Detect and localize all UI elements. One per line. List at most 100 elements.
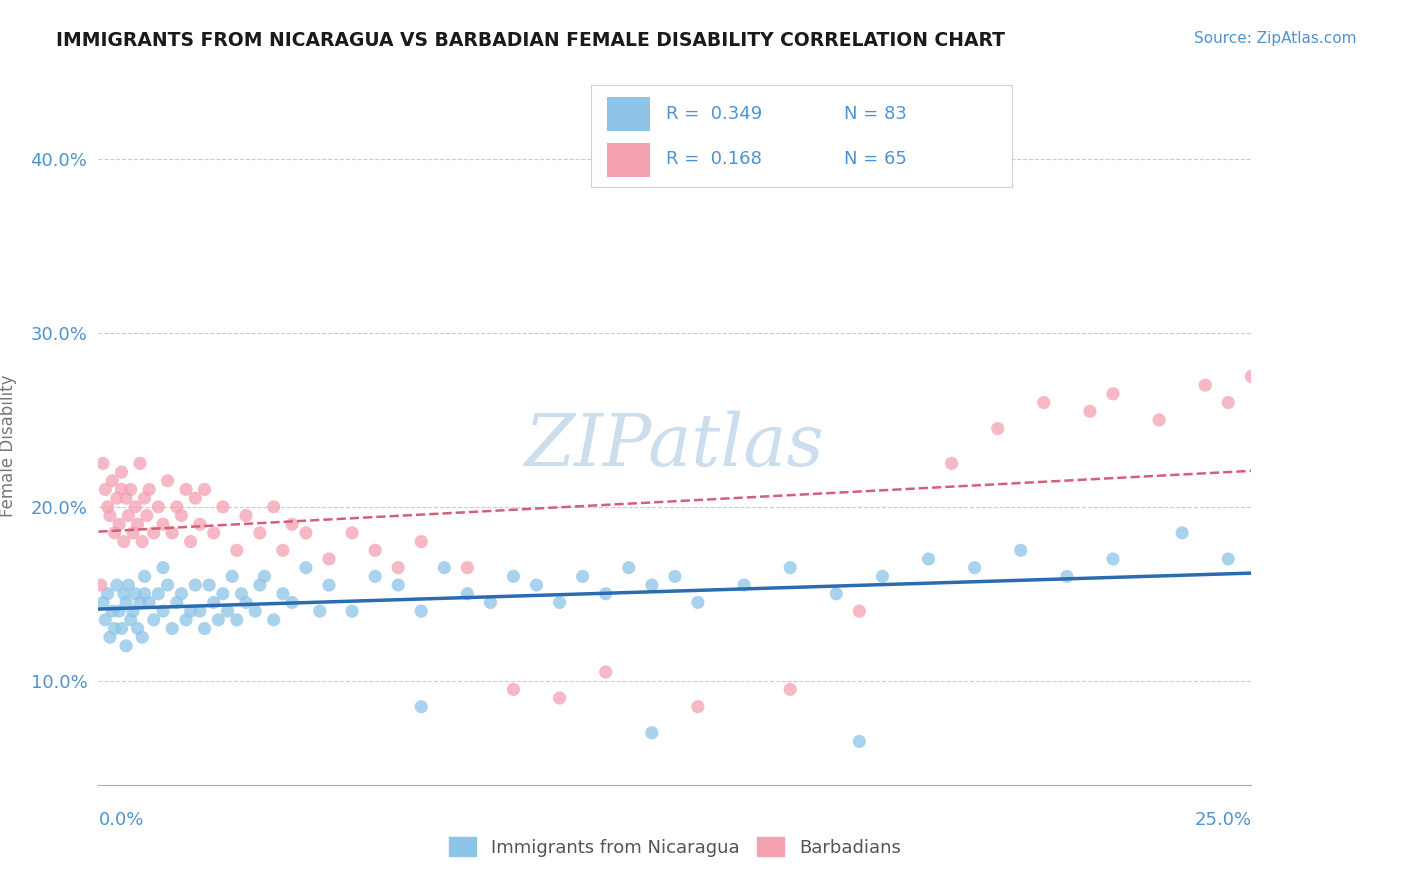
Point bbox=[98, 508, 121, 523]
Point bbox=[160, 525, 183, 540]
Point bbox=[848, 604, 870, 618]
Point bbox=[848, 734, 870, 748]
Point bbox=[142, 613, 165, 627]
Point bbox=[548, 691, 571, 706]
Point bbox=[148, 587, 170, 601]
FancyBboxPatch shape bbox=[607, 97, 650, 131]
Point bbox=[456, 587, 478, 601]
Text: N = 65: N = 65 bbox=[844, 150, 907, 168]
Point bbox=[112, 534, 135, 549]
Point bbox=[281, 595, 304, 609]
Point bbox=[364, 543, 387, 558]
Point bbox=[160, 622, 183, 636]
Text: IMMIGRANTS FROM NICARAGUA VS BARBADIAN FEMALE DISABILITY CORRELATION CHART: IMMIGRANTS FROM NICARAGUA VS BARBADIAN F… bbox=[56, 31, 1005, 50]
Point bbox=[221, 569, 243, 583]
Point bbox=[225, 543, 247, 558]
Point bbox=[779, 560, 801, 574]
Point bbox=[105, 491, 128, 505]
Point bbox=[733, 578, 755, 592]
Point bbox=[271, 543, 294, 558]
Point bbox=[174, 613, 197, 627]
Point bbox=[122, 604, 145, 618]
Point bbox=[502, 569, 524, 583]
Point bbox=[387, 578, 409, 592]
Point bbox=[103, 525, 125, 540]
Point bbox=[202, 595, 225, 609]
Point bbox=[112, 587, 135, 601]
Point bbox=[152, 604, 174, 618]
Point bbox=[225, 613, 247, 627]
Point bbox=[131, 630, 153, 644]
Point bbox=[231, 587, 253, 601]
Point bbox=[138, 483, 160, 497]
Point bbox=[963, 560, 986, 574]
Point bbox=[253, 569, 276, 583]
Point bbox=[456, 560, 478, 574]
Y-axis label: Female Disability: Female Disability bbox=[0, 375, 17, 517]
Point bbox=[686, 595, 709, 609]
Point bbox=[318, 552, 340, 566]
Point bbox=[263, 613, 285, 627]
Point bbox=[235, 595, 257, 609]
Point bbox=[134, 587, 156, 601]
Point bbox=[170, 587, 193, 601]
Point bbox=[217, 604, 239, 618]
Point bbox=[364, 569, 387, 583]
Point bbox=[152, 560, 174, 574]
Point bbox=[249, 578, 271, 592]
Point bbox=[340, 604, 363, 618]
Point bbox=[122, 525, 145, 540]
Point bbox=[318, 578, 340, 592]
Point bbox=[1218, 552, 1240, 566]
Point bbox=[115, 639, 138, 653]
Point bbox=[127, 622, 149, 636]
Point bbox=[779, 682, 801, 697]
Point bbox=[271, 587, 294, 601]
Point bbox=[108, 517, 131, 532]
Point bbox=[134, 491, 156, 505]
Point bbox=[1102, 552, 1125, 566]
Point bbox=[263, 500, 285, 514]
Point bbox=[686, 699, 709, 714]
FancyBboxPatch shape bbox=[607, 144, 650, 177]
Point bbox=[115, 595, 138, 609]
Point bbox=[1240, 369, 1263, 384]
Point bbox=[595, 587, 617, 601]
Point bbox=[198, 578, 221, 592]
Point bbox=[202, 525, 225, 540]
Point bbox=[117, 578, 139, 592]
Point bbox=[433, 560, 456, 574]
Point bbox=[387, 560, 409, 574]
Point bbox=[152, 517, 174, 532]
Text: ZIPatlas: ZIPatlas bbox=[524, 410, 825, 482]
Point bbox=[1102, 387, 1125, 401]
Point bbox=[134, 569, 156, 583]
Point bbox=[212, 587, 235, 601]
Point bbox=[91, 456, 114, 470]
Point bbox=[142, 525, 165, 540]
Point bbox=[124, 500, 146, 514]
Point bbox=[138, 595, 160, 609]
Point bbox=[110, 483, 132, 497]
Point bbox=[340, 525, 363, 540]
Point bbox=[1056, 569, 1078, 583]
Point bbox=[166, 595, 188, 609]
Point bbox=[571, 569, 593, 583]
Point bbox=[117, 508, 139, 523]
Point bbox=[180, 604, 202, 618]
Point bbox=[110, 622, 132, 636]
Point bbox=[411, 604, 433, 618]
Point bbox=[479, 595, 502, 609]
Point bbox=[156, 474, 179, 488]
Point bbox=[526, 578, 548, 592]
Point bbox=[105, 578, 128, 592]
Point bbox=[94, 483, 117, 497]
Point bbox=[548, 595, 571, 609]
Point bbox=[1147, 413, 1170, 427]
Point bbox=[101, 604, 124, 618]
Point bbox=[941, 456, 963, 470]
Point bbox=[641, 578, 664, 592]
Point bbox=[1078, 404, 1101, 418]
Point bbox=[825, 587, 848, 601]
Point bbox=[295, 525, 318, 540]
